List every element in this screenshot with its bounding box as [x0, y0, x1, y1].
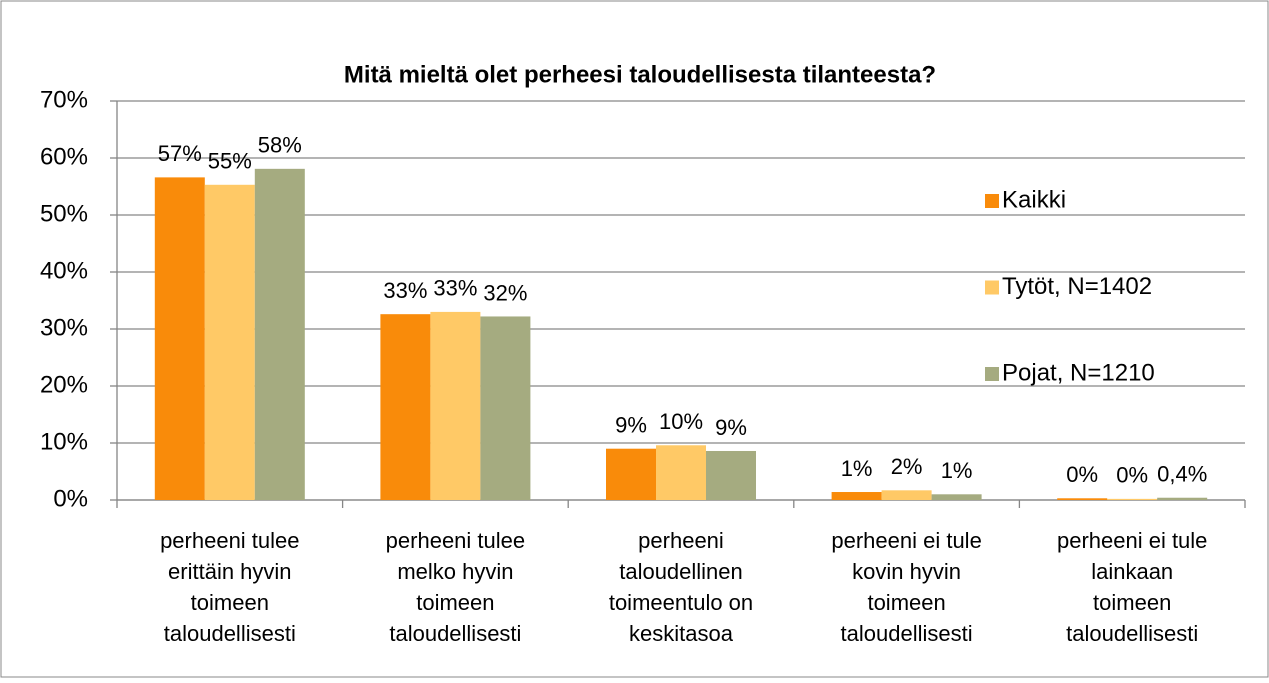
value-label: 10% — [659, 409, 703, 434]
x-tick-label-line: toimeen — [416, 590, 494, 615]
legend-label: Kaikki — [1002, 186, 1066, 213]
bar — [606, 448, 656, 500]
value-label: 32% — [483, 280, 527, 305]
x-tick-label: perheeni taloudellinen toimeentulo on keski… — [609, 528, 753, 646]
x-tick-label: perheeni tulee melko hyvin toimeen taloudel… — [386, 528, 525, 646]
value-label: 55% — [208, 149, 252, 174]
bar — [881, 490, 932, 500]
x-tick-label-line: perheeni ei tule — [831, 528, 981, 553]
x-tick-label-line: taloudellisesti — [164, 621, 296, 646]
x-tick-label-line: kovin hyvin — [852, 559, 961, 584]
bar — [1057, 498, 1108, 500]
x-tick-label-line: toimeen — [1093, 590, 1171, 615]
y-tick-label: 60% — [40, 143, 88, 170]
bar — [254, 168, 305, 500]
legend-swatch — [985, 367, 999, 381]
value-label: 1% — [941, 458, 973, 483]
legend-label: Tytöt, N=1402 — [1002, 273, 1152, 300]
bar — [656, 445, 706, 500]
x-tick-label: perheeni ei tule kovin hyvin toimeen taloud… — [831, 528, 981, 646]
bar — [1107, 498, 1158, 500]
y-tick-label: 20% — [40, 371, 88, 398]
bar — [204, 184, 255, 501]
x-tick-label-line: taloudellisesti — [1066, 621, 1198, 646]
x-tick-label-line: toimeen — [191, 590, 269, 615]
bar — [480, 316, 531, 500]
legend-label: Pojat, N=1210 — [1002, 359, 1155, 386]
x-tick-label-line: melko hyvin — [397, 559, 513, 584]
y-tick-label: 70% — [40, 86, 88, 113]
bar — [154, 177, 205, 500]
x-tick-label: perheeni tulee erittäin hyvin toimeen talou… — [160, 528, 299, 646]
value-label: 58% — [258, 133, 302, 158]
value-label: 0,4% — [1157, 462, 1207, 487]
value-label: 33% — [433, 276, 477, 301]
value-label: 0% — [1066, 462, 1098, 487]
x-tick-label-line: erittäin hyvin — [168, 559, 292, 584]
value-label: 0% — [1116, 463, 1148, 488]
bar — [931, 494, 982, 500]
x-tick-label-line: taloudellisesti — [389, 621, 521, 646]
x-tick-label-line: perheeni tulee — [386, 528, 525, 553]
value-label: 9% — [715, 415, 747, 440]
x-tick-label-line: toimeentulo on — [609, 590, 753, 615]
x-tick-label-line: perheeni ei tule — [1057, 528, 1207, 553]
y-tick-label: 0% — [53, 485, 88, 512]
value-label: 2% — [891, 454, 923, 479]
y-tick-label: 10% — [40, 428, 88, 455]
y-tick-label: 30% — [40, 314, 88, 341]
y-tick-label: 40% — [40, 257, 88, 284]
x-tick-label: perheeni ei tule lainkaan toimeen taloudell… — [1057, 528, 1207, 646]
x-tick-label-line: perheeni tulee — [160, 528, 299, 553]
x-tick-label-line: taloudellisesti — [841, 621, 973, 646]
bar — [1157, 497, 1208, 500]
y-tick-label: 50% — [40, 200, 88, 227]
bar — [380, 314, 431, 500]
value-label: 1% — [841, 456, 873, 481]
value-label: 9% — [615, 413, 647, 438]
legend-swatch — [985, 280, 999, 295]
value-label: 33% — [383, 278, 427, 303]
x-tick-label-line: toimeen — [867, 590, 945, 615]
bar — [430, 311, 481, 500]
x-tick-label-line: taloudellinen — [619, 559, 743, 584]
x-tick-label-line: lainkaan — [1091, 559, 1173, 584]
x-tick-label-line: perheeni — [638, 528, 724, 553]
chart-title: Mitä mieltä olet perheesi taloudellisest… — [344, 61, 936, 88]
x-tick-label-line: keskitasoa — [629, 621, 734, 646]
value-label: 57% — [158, 141, 202, 166]
bar — [706, 450, 756, 500]
legend-swatch — [985, 194, 999, 208]
bar — [831, 492, 882, 500]
